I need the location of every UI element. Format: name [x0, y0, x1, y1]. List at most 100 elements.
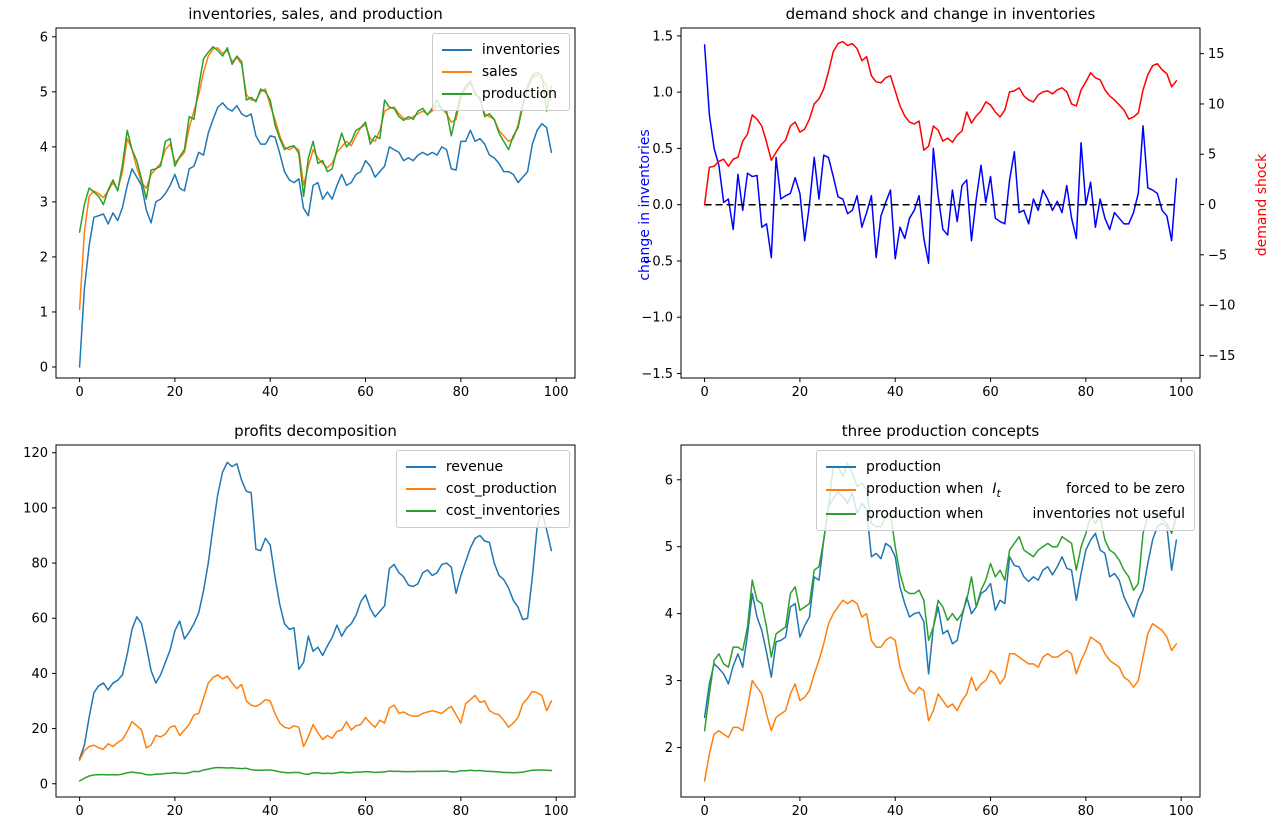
svg-text:0: 0: [700, 804, 708, 819]
svg-text:40: 40: [262, 385, 279, 400]
chart-title-inventories-sales-production: inventories, sales, and production: [188, 5, 443, 23]
svg-text:100: 100: [1169, 804, 1194, 819]
svg-text:5: 5: [665, 540, 673, 555]
svg-text:−15: −15: [1208, 349, 1235, 364]
legend-label: revenue: [445, 459, 504, 475]
line-swatch-production-inventories-zero: [826, 489, 856, 492]
legend-inventories-sales-production: inventories sales production: [431, 33, 570, 111]
legend-item-production-inventories-not-useful: production when inventories not useful: [826, 503, 1185, 525]
legend-label: cost_production: [445, 481, 558, 497]
svg-text:−5: −5: [1208, 248, 1227, 263]
series-line: [78, 766, 553, 782]
chart-title-three-production-concepts: three production concepts: [841, 422, 1040, 440]
line-swatch-sales: [441, 71, 472, 73]
line-swatch-inventories: [441, 49, 472, 51]
legend-item-cost-inventories: cost_inventories: [405, 500, 560, 522]
series-line: [78, 461, 553, 760]
line-swatch-cost-inventories: [405, 510, 436, 512]
svg-text:60: 60: [357, 804, 374, 819]
svg-text:−0.5: −0.5: [641, 254, 673, 269]
line-swatch-revenue: [405, 466, 436, 468]
legend-label-left: production when: [866, 505, 984, 522]
svg-text:20: 20: [792, 804, 809, 819]
svg-text:60: 60: [357, 385, 374, 400]
axes-frame: [55, 444, 576, 798]
svg-text:4: 4: [40, 140, 48, 155]
line-swatch-production: [441, 93, 472, 95]
svg-text:5: 5: [40, 85, 48, 100]
svg-text:1: 1: [40, 305, 48, 320]
svg-text:15: 15: [1208, 47, 1225, 62]
svg-text:6: 6: [665, 473, 673, 488]
legend-item-sales: sales: [441, 61, 560, 83]
line-swatch-production-inventories-not-useful: [826, 512, 856, 515]
legend-item-cost-production: cost_production: [405, 478, 560, 500]
svg-text:80: 80: [31, 557, 48, 572]
legend-label-left: production when It: [866, 481, 1001, 500]
legend-item-production: production: [441, 83, 560, 105]
legend-label: production: [866, 459, 1185, 475]
legend-item-inventories: inventories: [441, 39, 560, 61]
svg-text:100: 100: [544, 804, 569, 819]
svg-text:1.0: 1.0: [652, 86, 673, 101]
svg-text:−10: −10: [1208, 299, 1235, 314]
legend-item-production-inventories-zero: production when It forced to be zero: [826, 478, 1185, 503]
legend-label-right: inventories not useful: [1032, 505, 1185, 522]
axes-frame: [680, 27, 1201, 379]
y-axis-label-demand-shock: demand shock: [1254, 153, 1270, 257]
line-swatch-production: [826, 466, 856, 468]
legend-label: production when inventories not useful: [866, 506, 1185, 522]
legend-label: sales: [481, 64, 518, 80]
legend-label: production: [481, 86, 558, 102]
svg-text:40: 40: [887, 804, 904, 819]
svg-text:60: 60: [982, 385, 999, 400]
svg-text:0.0: 0.0: [652, 198, 673, 213]
legend-label: cost_inventories: [445, 503, 560, 519]
svg-text:40: 40: [31, 667, 48, 682]
series-line: [703, 491, 1178, 719]
legend-label: inventories: [481, 42, 560, 58]
legend-label-text: production: [866, 459, 942, 475]
series-line: [703, 599, 1178, 782]
svg-text:40: 40: [262, 804, 279, 819]
svg-text:0: 0: [75, 385, 83, 400]
series-line: [703, 40, 1178, 206]
chart-title-profits-decomposition: profits decomposition: [234, 422, 397, 440]
svg-text:6: 6: [40, 30, 48, 45]
svg-text:20: 20: [792, 385, 809, 400]
series-line: [78, 102, 553, 368]
svg-text:100: 100: [1169, 385, 1194, 400]
svg-text:4: 4: [665, 607, 673, 622]
svg-text:0: 0: [700, 385, 708, 400]
svg-text:80: 80: [1078, 804, 1095, 819]
y-axis-label-change-in-inventories: change in inventories: [637, 129, 653, 281]
svg-text:0: 0: [75, 804, 83, 819]
svg-text:2: 2: [40, 250, 48, 265]
legend-item-revenue: revenue: [405, 456, 560, 478]
legend-label-right: forced to be zero: [1065, 481, 1185, 497]
svg-text:−1.0: −1.0: [641, 311, 673, 326]
legend-item-production: production: [826, 456, 1185, 478]
svg-text:0: 0: [40, 777, 48, 792]
svg-text:100: 100: [23, 501, 48, 516]
svg-text:1.5: 1.5: [652, 29, 673, 44]
series-line: [703, 44, 1178, 264]
series-line: [78, 674, 553, 762]
svg-text:20: 20: [167, 385, 184, 400]
svg-text:0: 0: [40, 360, 48, 375]
axes-frame: [55, 27, 576, 379]
svg-text:2: 2: [665, 741, 673, 756]
chart-title-demand-shock: demand shock and change in inventories: [785, 5, 1096, 23]
svg-text:40: 40: [887, 385, 904, 400]
axes-frame: [680, 444, 1201, 798]
svg-text:80: 80: [453, 385, 470, 400]
svg-text:10: 10: [1208, 97, 1225, 112]
math-symbol-It: It: [992, 481, 1001, 500]
svg-text:0.5: 0.5: [652, 142, 673, 157]
legend-label: production when It forced to be zero: [866, 481, 1185, 500]
svg-text:5: 5: [1208, 148, 1216, 163]
svg-text:20: 20: [31, 722, 48, 737]
svg-text:80: 80: [1078, 385, 1095, 400]
